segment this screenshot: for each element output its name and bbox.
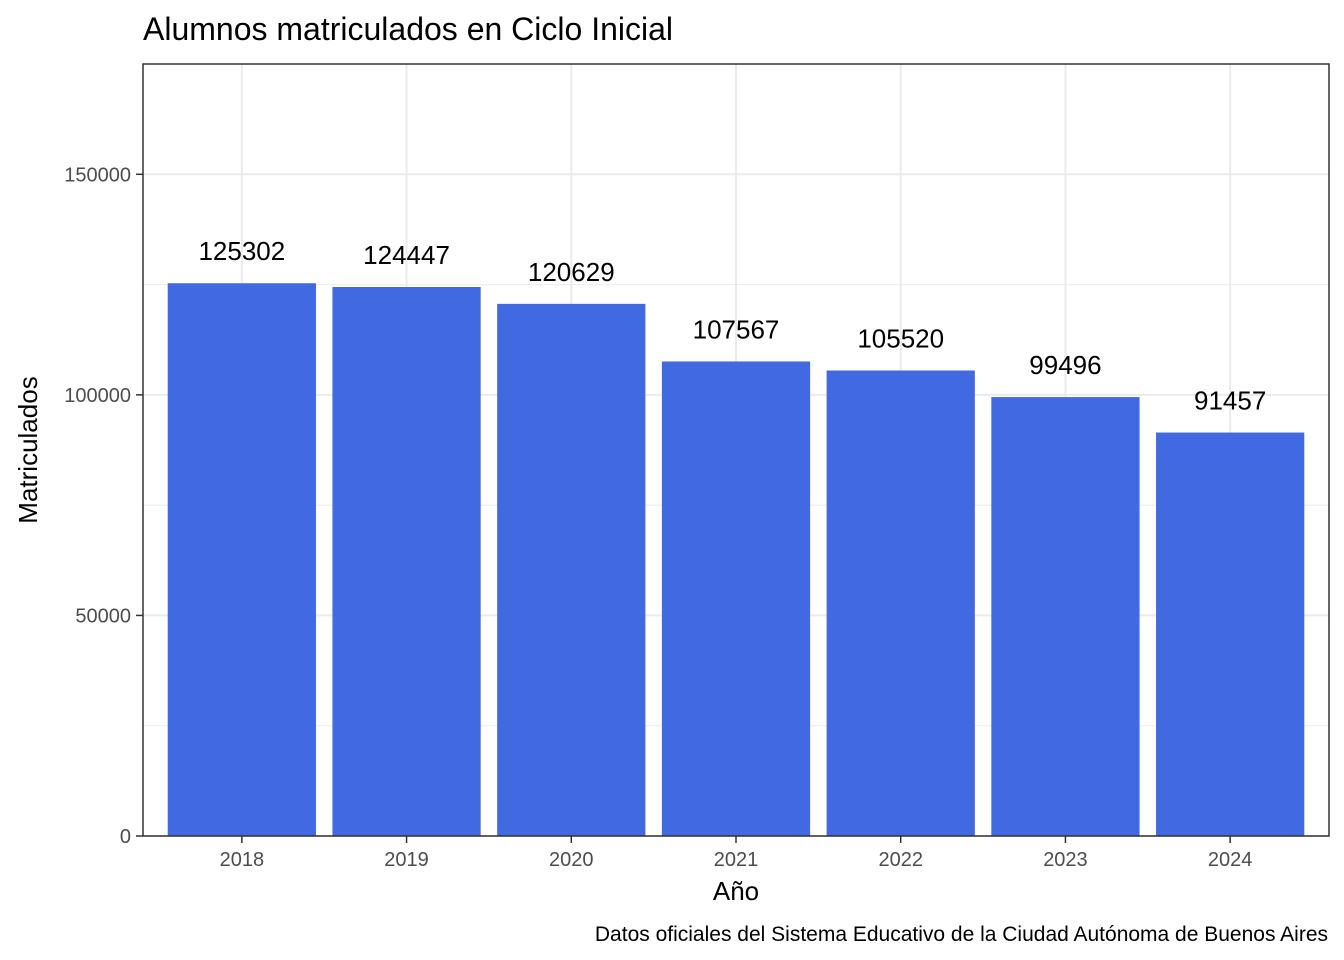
x-tick-label: 2020 xyxy=(549,849,594,871)
y-axis: 0 50000 100000 150000 xyxy=(64,164,143,848)
data-label-2024: 91457 xyxy=(1194,386,1266,416)
bar-2018 xyxy=(167,283,316,837)
bars xyxy=(167,283,1305,837)
data-labels: 125302 124447 120629 107567 105520 99496 91457 xyxy=(198,236,1266,415)
data-label-2021: 107567 xyxy=(693,314,780,344)
x-tick-label: 2022 xyxy=(878,849,923,871)
bar-2019 xyxy=(332,287,481,836)
y-tick-label: 50000 xyxy=(75,605,131,627)
x-tick-label: 2023 xyxy=(1043,849,1088,871)
data-label-2020: 120629 xyxy=(528,257,615,287)
y-tick-label: 0 xyxy=(120,826,131,848)
data-label-2022: 105520 xyxy=(857,324,944,354)
x-axis: 2018 2019 2020 2021 2022 2023 2024 xyxy=(220,836,1253,871)
bar-2024 xyxy=(1156,432,1305,836)
chart-title: Alumnos matriculados en Ciclo Inicial xyxy=(143,11,673,47)
data-label-2018: 125302 xyxy=(198,236,285,266)
bar-2021 xyxy=(661,361,811,836)
bar-2023 xyxy=(991,397,1140,836)
y-tick-label: 150000 xyxy=(64,164,131,186)
y-tick-label: 100000 xyxy=(64,385,131,407)
bar-2022 xyxy=(826,370,975,836)
data-label-2023: 99496 xyxy=(1029,350,1101,380)
x-axis-title: Año xyxy=(713,876,759,906)
chart-caption: Datos oficiales del Sistema Educativo de… xyxy=(595,923,1328,946)
x-tick-label: 2018 xyxy=(220,849,265,871)
x-tick-label: 2021 xyxy=(714,849,759,871)
x-tick-label: 2024 xyxy=(1208,849,1253,871)
data-label-2019: 124447 xyxy=(363,240,450,270)
bar-2020 xyxy=(497,303,646,837)
y-axis-title: Matriculados xyxy=(13,376,43,523)
x-tick-label: 2019 xyxy=(384,849,429,871)
